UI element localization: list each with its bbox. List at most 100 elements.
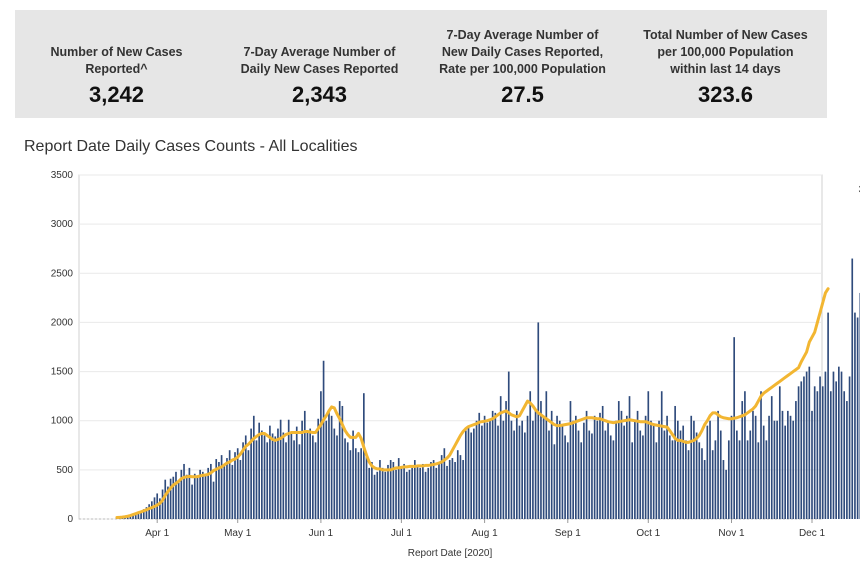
x-tick-label: Jul 1 [391,528,413,539]
bar [242,442,244,519]
bar [481,425,483,519]
bar [266,442,269,519]
kpi-7day-rate: 7-Day Average Number of New Daily Cases … [421,10,624,118]
bar [550,410,553,519]
bar [768,415,770,519]
bar [537,322,540,519]
bar [277,428,279,519]
bar [397,458,400,519]
bar [263,435,266,519]
bar [191,484,193,519]
bar [180,469,183,519]
kpi-value: 3,242 [88,82,145,107]
bar [609,435,612,519]
kpi-new-cases: Number of New Cases Reported^ 3,242 [15,10,218,118]
bar [545,391,548,519]
bar [736,430,738,519]
x-tick-label: Sep 1 [555,528,582,539]
bar [365,455,368,519]
x-tick-label: Dec 1 [799,528,826,539]
bar [435,467,438,519]
bar [338,401,341,519]
bar [395,469,397,519]
bar [413,460,416,519]
bar [424,471,427,519]
bar [250,428,252,519]
bar [615,420,617,519]
bar [647,391,650,519]
bar [497,425,499,519]
bar [314,442,317,519]
bar [797,386,800,519]
y-tick-label: 2000 [51,317,74,328]
chart-title: Report Date Daily Cases Counts - All Loc… [24,138,358,155]
bar [526,415,529,519]
bar [634,420,636,519]
bar [532,420,534,519]
bar [604,430,607,519]
bar [422,463,424,519]
x-tick-label: Nov 1 [718,528,745,539]
bar [695,432,698,519]
bar [744,391,746,519]
bar [663,430,666,519]
bar [312,435,314,519]
bar [542,415,545,519]
bar [188,467,191,519]
bar [282,432,285,519]
bar [856,317,859,519]
bar [773,420,776,519]
bar [593,415,596,519]
x-tick-label: Aug 1 [472,528,499,539]
bar [244,435,247,519]
bar [325,420,328,519]
bar [494,412,497,519]
bar [631,442,634,519]
bar [140,511,142,519]
bar [228,450,231,519]
kpi-label: 7-Day Average Number of Daily New Cases … [240,45,399,76]
bar [781,410,784,519]
bar [451,458,454,519]
bar [416,465,419,519]
bar [803,376,805,519]
bar [137,513,140,519]
bar [499,396,502,519]
bar [566,442,569,519]
kpi-label: 7-Day Average Number of New Daily Cases … [439,28,606,76]
bar [787,410,789,519]
bar [816,391,819,519]
bar [185,474,188,519]
bar [778,386,781,519]
y-tick-label: 1500 [51,367,74,378]
kpi-label: Total Number of New Cases per 100,000 Po… [643,28,808,76]
bar [601,405,604,519]
bar [513,430,515,519]
bar [792,420,795,519]
bar [746,440,749,519]
bar [722,460,725,519]
bar [427,467,430,519]
bar [730,415,733,519]
bar [368,467,371,519]
bar [676,420,679,519]
bar [741,401,744,519]
bar [529,391,532,519]
bar [510,420,513,519]
bar [505,401,507,519]
bar [709,420,711,519]
bar [234,452,236,519]
bar [832,371,835,519]
daily-cases-chart: 0 500 1000 1500 2000 2500 3000 3500 Apr 1 May 1 Ju… [51,170,860,559]
bar [575,415,577,519]
bar [148,504,150,519]
bar [679,430,682,519]
bar [650,420,652,519]
bar [674,405,676,519]
kpi-band: Number of New Cases Reported^ 3,242 7-Da… [15,10,827,118]
bar [274,436,277,519]
bar [666,415,668,519]
y-tick-label: 500 [56,465,73,476]
bar [473,428,475,519]
bar [199,469,201,519]
